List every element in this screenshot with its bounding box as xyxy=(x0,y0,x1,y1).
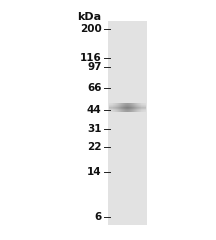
Bar xyxy=(111,103,112,112)
Bar xyxy=(109,108,146,109)
Bar xyxy=(137,103,138,112)
Bar xyxy=(131,103,132,112)
Bar xyxy=(117,103,118,112)
Bar xyxy=(112,103,113,112)
Bar xyxy=(122,103,123,112)
Bar xyxy=(113,103,114,112)
Bar xyxy=(109,104,146,105)
Text: 116: 116 xyxy=(80,53,102,63)
Text: 14: 14 xyxy=(87,167,102,177)
Bar xyxy=(108,21,147,224)
Bar xyxy=(142,103,143,112)
Text: 6: 6 xyxy=(94,212,102,222)
Bar xyxy=(110,103,111,112)
Bar xyxy=(123,103,124,112)
Text: 66: 66 xyxy=(87,83,102,93)
Bar xyxy=(119,103,120,112)
Bar xyxy=(127,103,128,112)
Bar xyxy=(121,103,122,112)
Text: 31: 31 xyxy=(87,124,102,134)
Bar xyxy=(129,103,130,112)
Bar xyxy=(109,111,146,112)
Bar xyxy=(138,103,139,112)
Bar xyxy=(144,103,145,112)
Text: 44: 44 xyxy=(87,105,102,115)
Text: 22: 22 xyxy=(87,142,102,152)
Bar xyxy=(132,103,133,112)
Bar xyxy=(128,103,129,112)
Bar xyxy=(134,103,135,112)
Bar xyxy=(114,103,115,112)
Bar xyxy=(125,103,127,112)
Bar xyxy=(143,103,144,112)
Text: 97: 97 xyxy=(87,62,102,72)
Bar xyxy=(109,103,146,104)
Bar xyxy=(116,103,117,112)
Bar xyxy=(139,103,140,112)
Bar xyxy=(118,103,119,112)
Text: kDa: kDa xyxy=(77,12,102,22)
Bar xyxy=(133,103,134,112)
Bar xyxy=(109,103,110,112)
Bar xyxy=(140,103,141,112)
Bar xyxy=(136,103,137,112)
Bar xyxy=(109,109,146,110)
Bar xyxy=(120,103,121,112)
Bar xyxy=(109,105,146,106)
Bar xyxy=(130,103,131,112)
Bar xyxy=(115,103,116,112)
Bar xyxy=(141,103,142,112)
Bar xyxy=(124,103,125,112)
Bar xyxy=(109,110,146,111)
Bar xyxy=(109,107,146,108)
Bar xyxy=(135,103,136,112)
Bar xyxy=(145,103,146,112)
Bar xyxy=(109,106,146,107)
Text: 200: 200 xyxy=(80,24,102,34)
